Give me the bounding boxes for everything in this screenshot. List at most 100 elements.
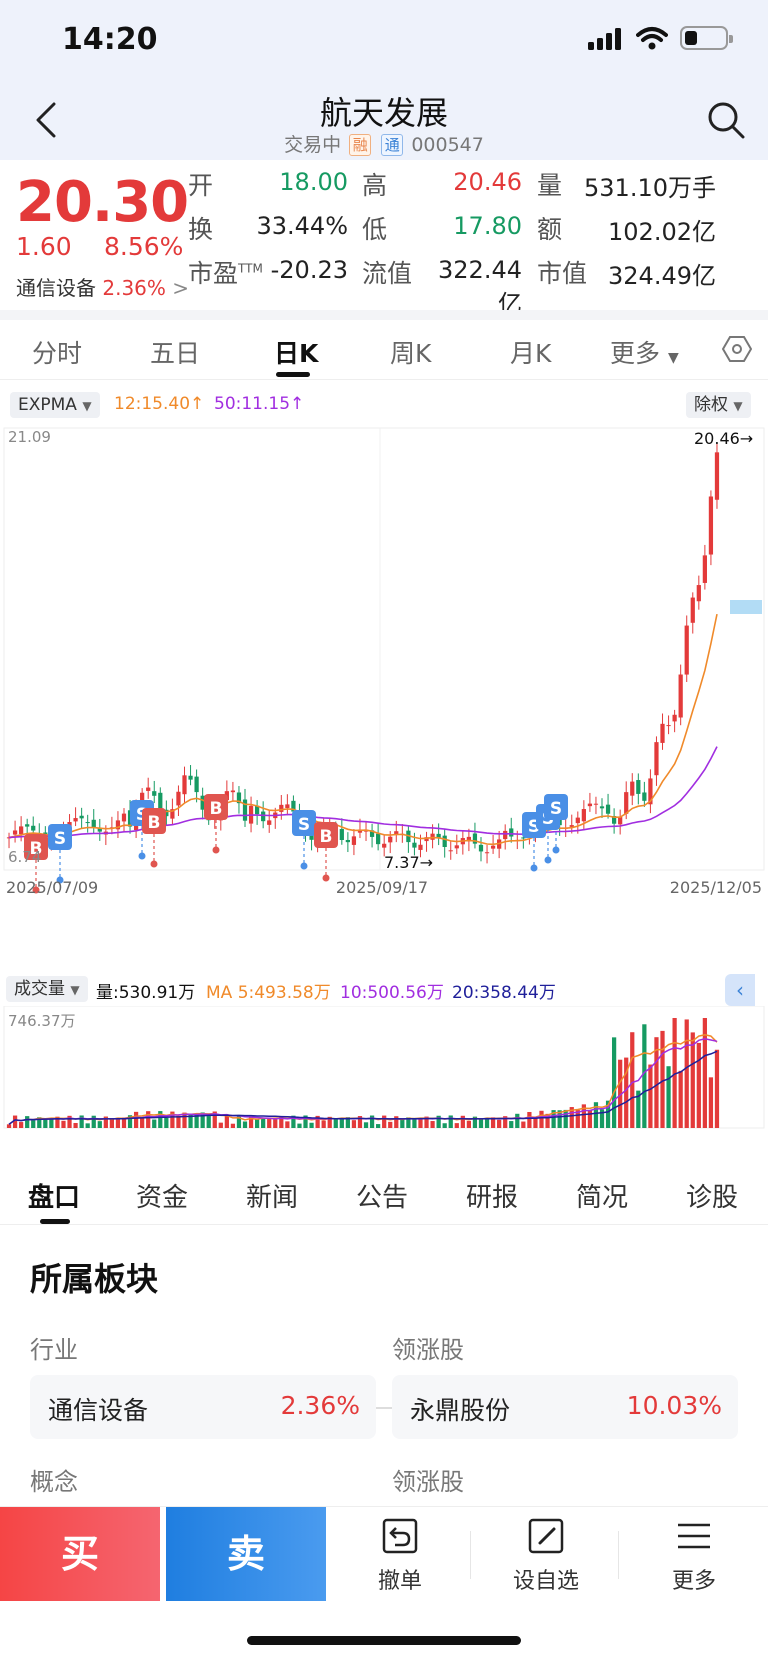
volume-bar bbox=[436, 1115, 441, 1128]
volume-bar bbox=[188, 1113, 193, 1128]
volume-bars bbox=[6, 1018, 720, 1128]
candle-body bbox=[152, 791, 157, 796]
tab-diagnosis[interactable]: 诊股 bbox=[686, 1183, 739, 1213]
tab-daily-k[interactable]: 日K bbox=[274, 339, 319, 368]
leader-card[interactable]: 永鼎股份 10.03% bbox=[392, 1375, 738, 1439]
volume-bar bbox=[224, 1115, 229, 1128]
candle bbox=[424, 831, 429, 852]
candle-body bbox=[642, 792, 647, 801]
candle-body bbox=[19, 826, 24, 835]
amount-value: 102.02亿 bbox=[608, 218, 716, 246]
industry-name: 通信设备 bbox=[16, 276, 96, 300]
candle-body bbox=[351, 836, 357, 845]
volume-bar bbox=[19, 1122, 24, 1128]
volume-bar bbox=[418, 1119, 423, 1128]
candle-body bbox=[708, 496, 714, 555]
signal-dot bbox=[56, 876, 64, 884]
industry-card[interactable]: 通信设备 2.36% bbox=[30, 1375, 376, 1439]
volume-bar bbox=[557, 1110, 562, 1128]
add-watchlist-button[interactable]: 设自选 bbox=[486, 1517, 606, 1595]
candle-body bbox=[79, 815, 84, 819]
volume-bar bbox=[345, 1117, 350, 1128]
candle bbox=[351, 829, 357, 856]
caret-down-icon: ▼ bbox=[82, 399, 92, 413]
back-arrow-icon[interactable] bbox=[34, 100, 58, 140]
signal-badge bbox=[142, 808, 166, 834]
candle bbox=[382, 834, 387, 857]
signal-badge bbox=[314, 822, 338, 848]
tab-news[interactable]: 新闻 bbox=[246, 1183, 299, 1213]
candle-body bbox=[388, 836, 393, 843]
volume-bar bbox=[406, 1117, 411, 1128]
volume-bar bbox=[285, 1121, 290, 1128]
candle-body bbox=[91, 819, 96, 828]
candle-body bbox=[339, 829, 344, 841]
indicator-select[interactable]: EXPMA ▼ bbox=[10, 392, 100, 418]
search-icon[interactable] bbox=[706, 100, 746, 140]
volume-bar bbox=[133, 1111, 139, 1128]
candle-body bbox=[442, 835, 447, 848]
volume-bar bbox=[412, 1117, 417, 1128]
buy-button[interactable]: 买 bbox=[0, 1507, 160, 1601]
candle-body bbox=[418, 844, 423, 850]
signal-badge bbox=[24, 834, 48, 860]
sell-button[interactable]: 卖 bbox=[166, 1507, 326, 1601]
tab-announcements[interactable]: 公告 bbox=[356, 1183, 409, 1213]
stock-code: 000547 bbox=[411, 134, 484, 156]
price-change: 1.60 bbox=[16, 232, 72, 261]
adjust-select[interactable]: 除权 ▼ bbox=[686, 392, 751, 418]
candle-body bbox=[242, 799, 248, 821]
candle-body bbox=[115, 820, 121, 830]
volume-bar bbox=[49, 1118, 54, 1128]
signal-label: B bbox=[30, 839, 43, 859]
low-value: 17.80 bbox=[453, 212, 522, 240]
candle bbox=[648, 769, 653, 814]
volume-bar bbox=[611, 1037, 617, 1128]
more-button[interactable]: 更多 bbox=[634, 1517, 754, 1595]
cancel-order-button[interactable]: 撤单 bbox=[340, 1517, 460, 1595]
candle-body bbox=[593, 803, 599, 805]
volume-bar bbox=[97, 1121, 102, 1128]
candle-body bbox=[618, 816, 623, 825]
high-value: 20.46 bbox=[453, 168, 522, 196]
tab-intraday[interactable]: 分时 bbox=[32, 339, 83, 368]
candlestick-chart[interactable]: BSSBBSBSSS21.096.7420.46→7.37→2025/07/09… bbox=[0, 420, 768, 940]
caret-down-icon: ▼ bbox=[733, 399, 743, 413]
candle bbox=[503, 824, 508, 850]
candle bbox=[121, 808, 127, 833]
volume-bar bbox=[140, 1117, 145, 1128]
volume-bar bbox=[539, 1110, 544, 1128]
candle-body bbox=[702, 555, 707, 583]
candle-body bbox=[291, 800, 296, 812]
collapse-toggle-icon[interactable]: ‹ bbox=[725, 974, 755, 1006]
tab-monthly-k[interactable]: 月K bbox=[510, 339, 552, 368]
industry-link[interactable]: 通信设备 2.36% > bbox=[16, 272, 189, 301]
volume-indicator-select[interactable]: 成交量 ▼ bbox=[6, 976, 88, 1002]
settings-hex-icon[interactable] bbox=[722, 334, 752, 364]
volume-bar bbox=[490, 1117, 496, 1128]
volume-bar bbox=[176, 1115, 181, 1128]
signal-label: S bbox=[550, 799, 562, 819]
volume-bar bbox=[442, 1123, 447, 1128]
tab-weekly-k[interactable]: 周K bbox=[390, 339, 432, 368]
tab-five-day[interactable]: 五日 bbox=[150, 339, 201, 368]
tab-order-book[interactable]: 盘口 bbox=[28, 1183, 81, 1213]
candle-body bbox=[472, 833, 478, 844]
volume-bar bbox=[581, 1104, 586, 1128]
tab-funds[interactable]: 资金 bbox=[136, 1183, 189, 1213]
volume-bar bbox=[503, 1116, 508, 1128]
volume-legend: 成交量 ▼ 量:530.91万 MA 5:493.58万 10:500.56万 … bbox=[0, 970, 768, 1006]
volume-bar bbox=[91, 1115, 96, 1128]
candle bbox=[200, 787, 205, 820]
volume-bar bbox=[248, 1116, 254, 1128]
tab-research[interactable]: 研报 bbox=[466, 1183, 519, 1213]
candle bbox=[497, 830, 502, 859]
volume-bar bbox=[575, 1110, 580, 1128]
tab-profile[interactable]: 简况 bbox=[576, 1183, 629, 1213]
candle bbox=[369, 823, 375, 848]
volume-bar bbox=[31, 1119, 36, 1128]
active-tab-indicator bbox=[40, 1219, 70, 1224]
tab-more[interactable]: 更多 ▼ bbox=[610, 339, 679, 368]
candle bbox=[376, 823, 381, 851]
divider bbox=[470, 1531, 471, 1579]
